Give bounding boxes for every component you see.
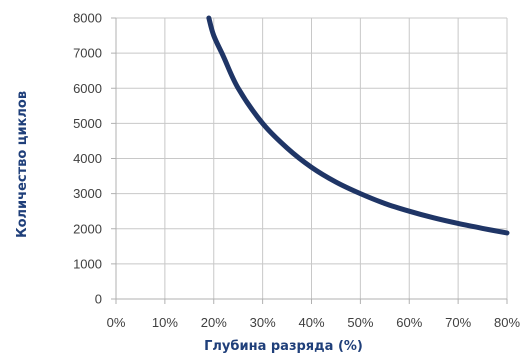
x-tick-label: 0% <box>107 315 126 330</box>
data-point <box>333 180 338 185</box>
y-tick-label: 3000 <box>73 186 102 201</box>
data-point <box>480 226 485 231</box>
x-tick-label: 30% <box>250 315 276 330</box>
y-tick-label: 5000 <box>73 116 102 131</box>
y-tick-label: 2000 <box>73 221 102 236</box>
y-tick-label: 8000 <box>73 11 102 26</box>
axes <box>111 17 508 304</box>
y-tick-label: 6000 <box>73 81 102 96</box>
data-point <box>505 230 510 235</box>
x-tick-label: 60% <box>396 315 422 330</box>
data-point <box>382 201 387 206</box>
x-tick-label: 40% <box>298 315 324 330</box>
y-axis-title: Количество циклов <box>15 91 30 238</box>
data-point <box>431 215 436 220</box>
y-tick-label: 7000 <box>73 46 102 61</box>
y-tick-label: 1000 <box>73 256 102 271</box>
data-point <box>309 165 314 170</box>
series-line <box>206 15 510 236</box>
data-point <box>221 54 226 59</box>
data-point <box>236 86 241 91</box>
x-tick-label: 70% <box>445 315 471 330</box>
tick-labels: 0 1000 2000 3000 4000 5000 6000 7000 8000 0% 10% 20… <box>73 11 520 331</box>
grid <box>116 17 508 299</box>
y-tick-label: 4000 <box>73 151 102 166</box>
data-point <box>206 16 211 21</box>
data-point <box>358 191 363 196</box>
x-tick-label: 80% <box>494 315 520 330</box>
data-point <box>456 221 461 226</box>
data-point <box>260 121 265 126</box>
data-point <box>407 209 412 214</box>
y-tick-label: 0 <box>95 292 102 307</box>
data-point <box>211 33 216 38</box>
data-point <box>285 145 290 150</box>
x-axis-title: Глубина разряда (%) <box>204 339 363 354</box>
series <box>206 15 510 236</box>
x-tick-label: 20% <box>201 315 227 330</box>
x-tick-label: 10% <box>152 315 178 330</box>
x-tick-label: 50% <box>347 315 373 330</box>
